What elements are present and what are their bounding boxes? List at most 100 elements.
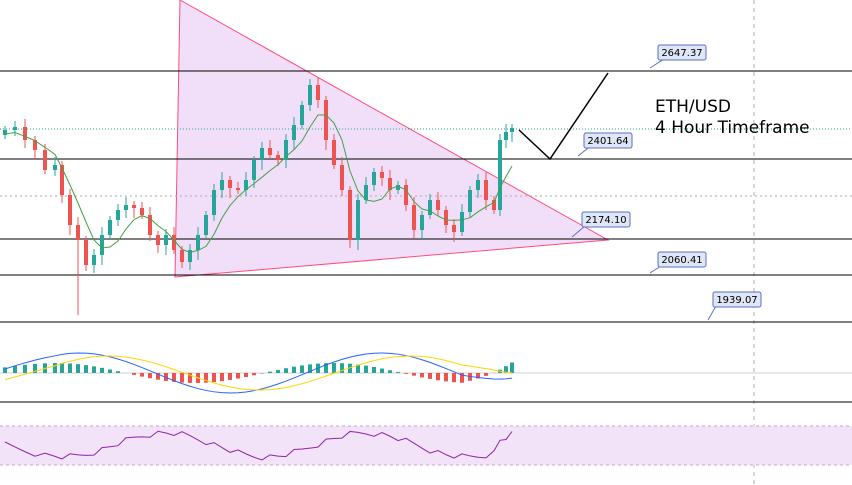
- candle-body: [60, 165, 64, 195]
- candle-body: [332, 140, 336, 165]
- macd-bar: [60, 363, 64, 373]
- candle-body: [340, 165, 344, 190]
- macd-bar: [3, 367, 7, 373]
- candle-body: [380, 172, 384, 178]
- candle-body: [452, 225, 456, 232]
- candle-body: [412, 205, 416, 230]
- candle-body: [436, 200, 440, 210]
- macd-bar: [428, 373, 432, 379]
- candle-body: [468, 190, 472, 212]
- macd-bar: [68, 363, 72, 373]
- macd-bar: [380, 368, 384, 373]
- candle-body: [420, 215, 424, 230]
- candle-body: [76, 225, 80, 240]
- candle-body: [484, 180, 488, 200]
- macd-bar: [404, 373, 408, 374]
- macd-bar: [484, 373, 488, 376]
- macd-bar: [364, 365, 368, 373]
- svg-text:1939.07: 1939.07: [716, 295, 757, 306]
- candle-body: [116, 210, 120, 220]
- macd-bar: [33, 363, 37, 373]
- rsi-band: [0, 426, 852, 465]
- candle-body: [364, 185, 368, 200]
- candle-body: [13, 127, 17, 130]
- candle-body: [220, 180, 224, 190]
- macd-bar: [460, 373, 464, 383]
- macd-bar: [476, 373, 480, 379]
- macd-bar: [276, 369, 280, 373]
- macd-bar: [92, 366, 96, 373]
- svg-text:2401.64: 2401.64: [587, 136, 628, 147]
- label-2060: 2060.41: [649, 251, 707, 274]
- candle-body: [498, 140, 502, 210]
- macd-bar: [268, 371, 272, 373]
- candle-body: [204, 215, 208, 235]
- candle-body: [268, 148, 272, 155]
- candle-body: [164, 235, 168, 245]
- candle-body: [244, 180, 248, 190]
- label-2401: 2401.64: [577, 132, 633, 157]
- rsi-line: [4, 430, 513, 461]
- macd-bar: [420, 373, 424, 378]
- candle-body: [132, 205, 136, 208]
- macd-bar: [444, 373, 448, 382]
- macd-bar: [292, 366, 296, 373]
- candle-body: [292, 125, 296, 140]
- candle-body: [356, 200, 360, 240]
- candle-body: [100, 235, 104, 255]
- candle-body: [316, 85, 320, 100]
- candle-body: [504, 132, 508, 140]
- macd-bar: [504, 366, 508, 373]
- candle-body: [108, 220, 112, 235]
- macd-bar: [236, 373, 240, 379]
- candle-body: [348, 190, 352, 240]
- macd-bar: [372, 367, 376, 373]
- macd-bar: [284, 368, 288, 373]
- macd-bar: [332, 363, 336, 373]
- candle-body: [476, 180, 480, 190]
- candle-body: [460, 212, 464, 232]
- candle-body: [324, 100, 328, 140]
- candle-body: [492, 200, 496, 210]
- candle-body: [300, 105, 304, 125]
- macd-bar: [212, 373, 216, 383]
- candle-body: [188, 250, 192, 262]
- candle-body: [92, 255, 96, 265]
- macd-bar: [148, 373, 152, 379]
- candle-body: [23, 127, 27, 140]
- macd-bar: [132, 373, 136, 375]
- macd-bar: [510, 362, 514, 373]
- macd-bar: [172, 373, 176, 382]
- candle-body: [276, 155, 280, 160]
- candle-body: [372, 172, 376, 185]
- candle-body: [3, 130, 7, 135]
- candle-body: [53, 165, 57, 170]
- candle-body: [124, 205, 128, 210]
- macd-bar: [348, 363, 352, 373]
- macd-bar: [228, 373, 232, 380]
- candlestick-series: [3, 77, 514, 315]
- candle-body: [43, 150, 47, 170]
- moving-average-line: [4, 114, 513, 253]
- svg-text:2060.41: 2060.41: [661, 255, 702, 266]
- macd-bar: [436, 373, 440, 381]
- macd-bar: [300, 365, 304, 373]
- projection-path: [518, 72, 609, 161]
- svg-text:2647.37: 2647.37: [661, 48, 702, 59]
- macd-bar: [100, 367, 104, 373]
- candle-body: [156, 235, 160, 245]
- candle-body: [252, 160, 256, 180]
- macd-bar: [340, 363, 344, 373]
- macd-bar: [452, 373, 456, 383]
- macd-signal-line: [4, 355, 513, 391]
- candle-body: [428, 200, 432, 215]
- macd-bar: [252, 373, 256, 376]
- macd-bar: [180, 373, 184, 383]
- candle-body: [236, 188, 240, 190]
- macd-bar: [356, 364, 360, 373]
- macd-bar: [204, 373, 208, 383]
- candle-body: [84, 240, 88, 265]
- label-2647: 2647.37: [649, 44, 707, 69]
- candle-body: [212, 190, 216, 215]
